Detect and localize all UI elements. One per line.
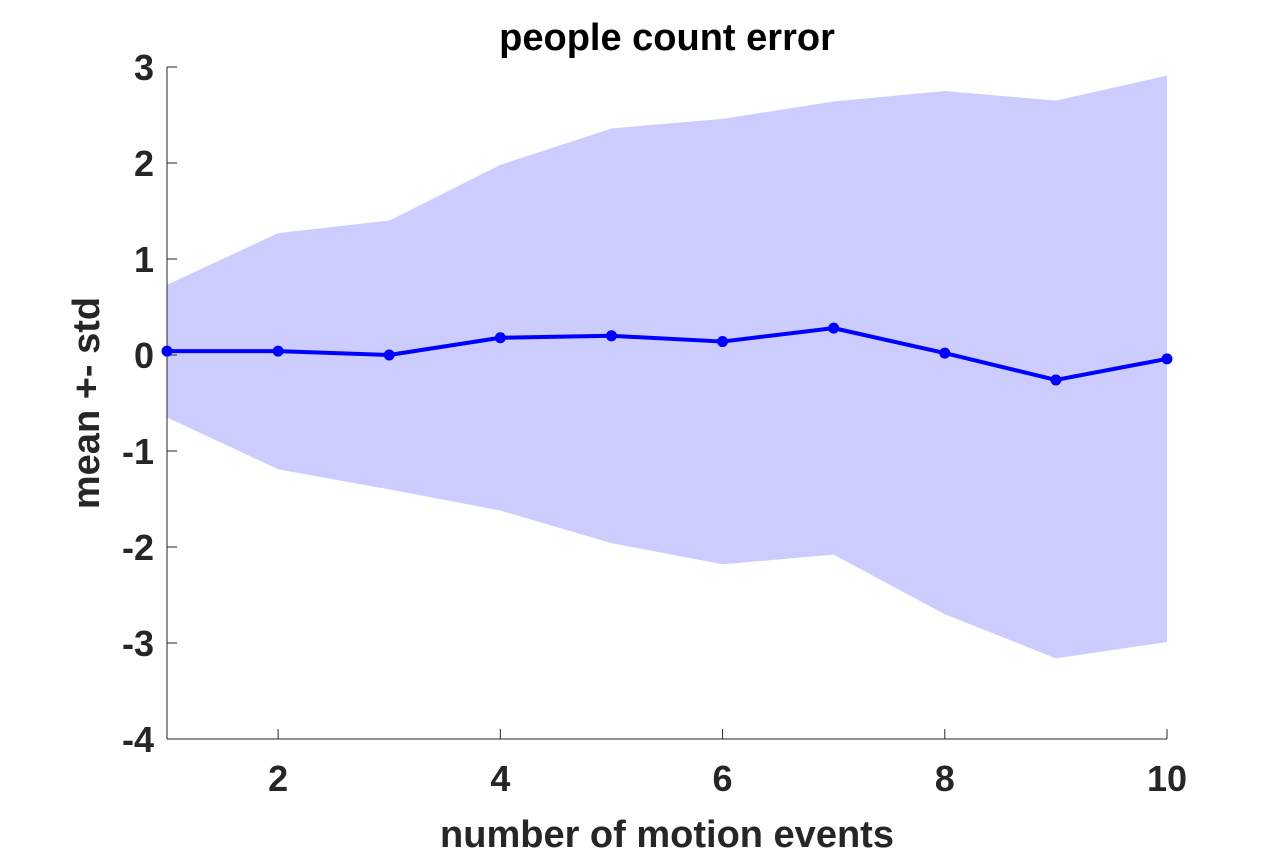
- x-tick-label: 4: [490, 758, 510, 799]
- mean-point: [606, 330, 617, 341]
- y-tick-label: -1: [122, 431, 154, 472]
- mean-point: [495, 332, 506, 343]
- x-tick-label: 2: [268, 758, 288, 799]
- y-tick-label: 0: [134, 335, 154, 376]
- y-tick-label: -4: [122, 719, 154, 760]
- y-tick-label: -2: [122, 527, 154, 568]
- mean-point: [939, 348, 950, 359]
- chart-title: people count error: [499, 17, 835, 59]
- x-tick-label: 10: [1147, 758, 1187, 799]
- y-tick-label: -3: [122, 623, 154, 664]
- mean-point: [828, 323, 839, 334]
- x-tick-label: 6: [713, 758, 733, 799]
- y-tick-label: 2: [134, 143, 154, 184]
- std-band: [167, 76, 1167, 659]
- mean-point: [273, 346, 284, 357]
- x-tick-label: 8: [935, 758, 955, 799]
- mean-point: [384, 350, 395, 361]
- y-tick-label: 3: [134, 47, 154, 88]
- mean-point: [162, 346, 173, 357]
- y-axis-label: mean +- std: [66, 297, 108, 509]
- mean-point: [1050, 374, 1061, 385]
- mean-point: [1162, 353, 1173, 364]
- mean-point: [717, 336, 728, 347]
- y-tick-label: 1: [134, 239, 154, 280]
- x-axis-label: number of motion events: [440, 814, 894, 856]
